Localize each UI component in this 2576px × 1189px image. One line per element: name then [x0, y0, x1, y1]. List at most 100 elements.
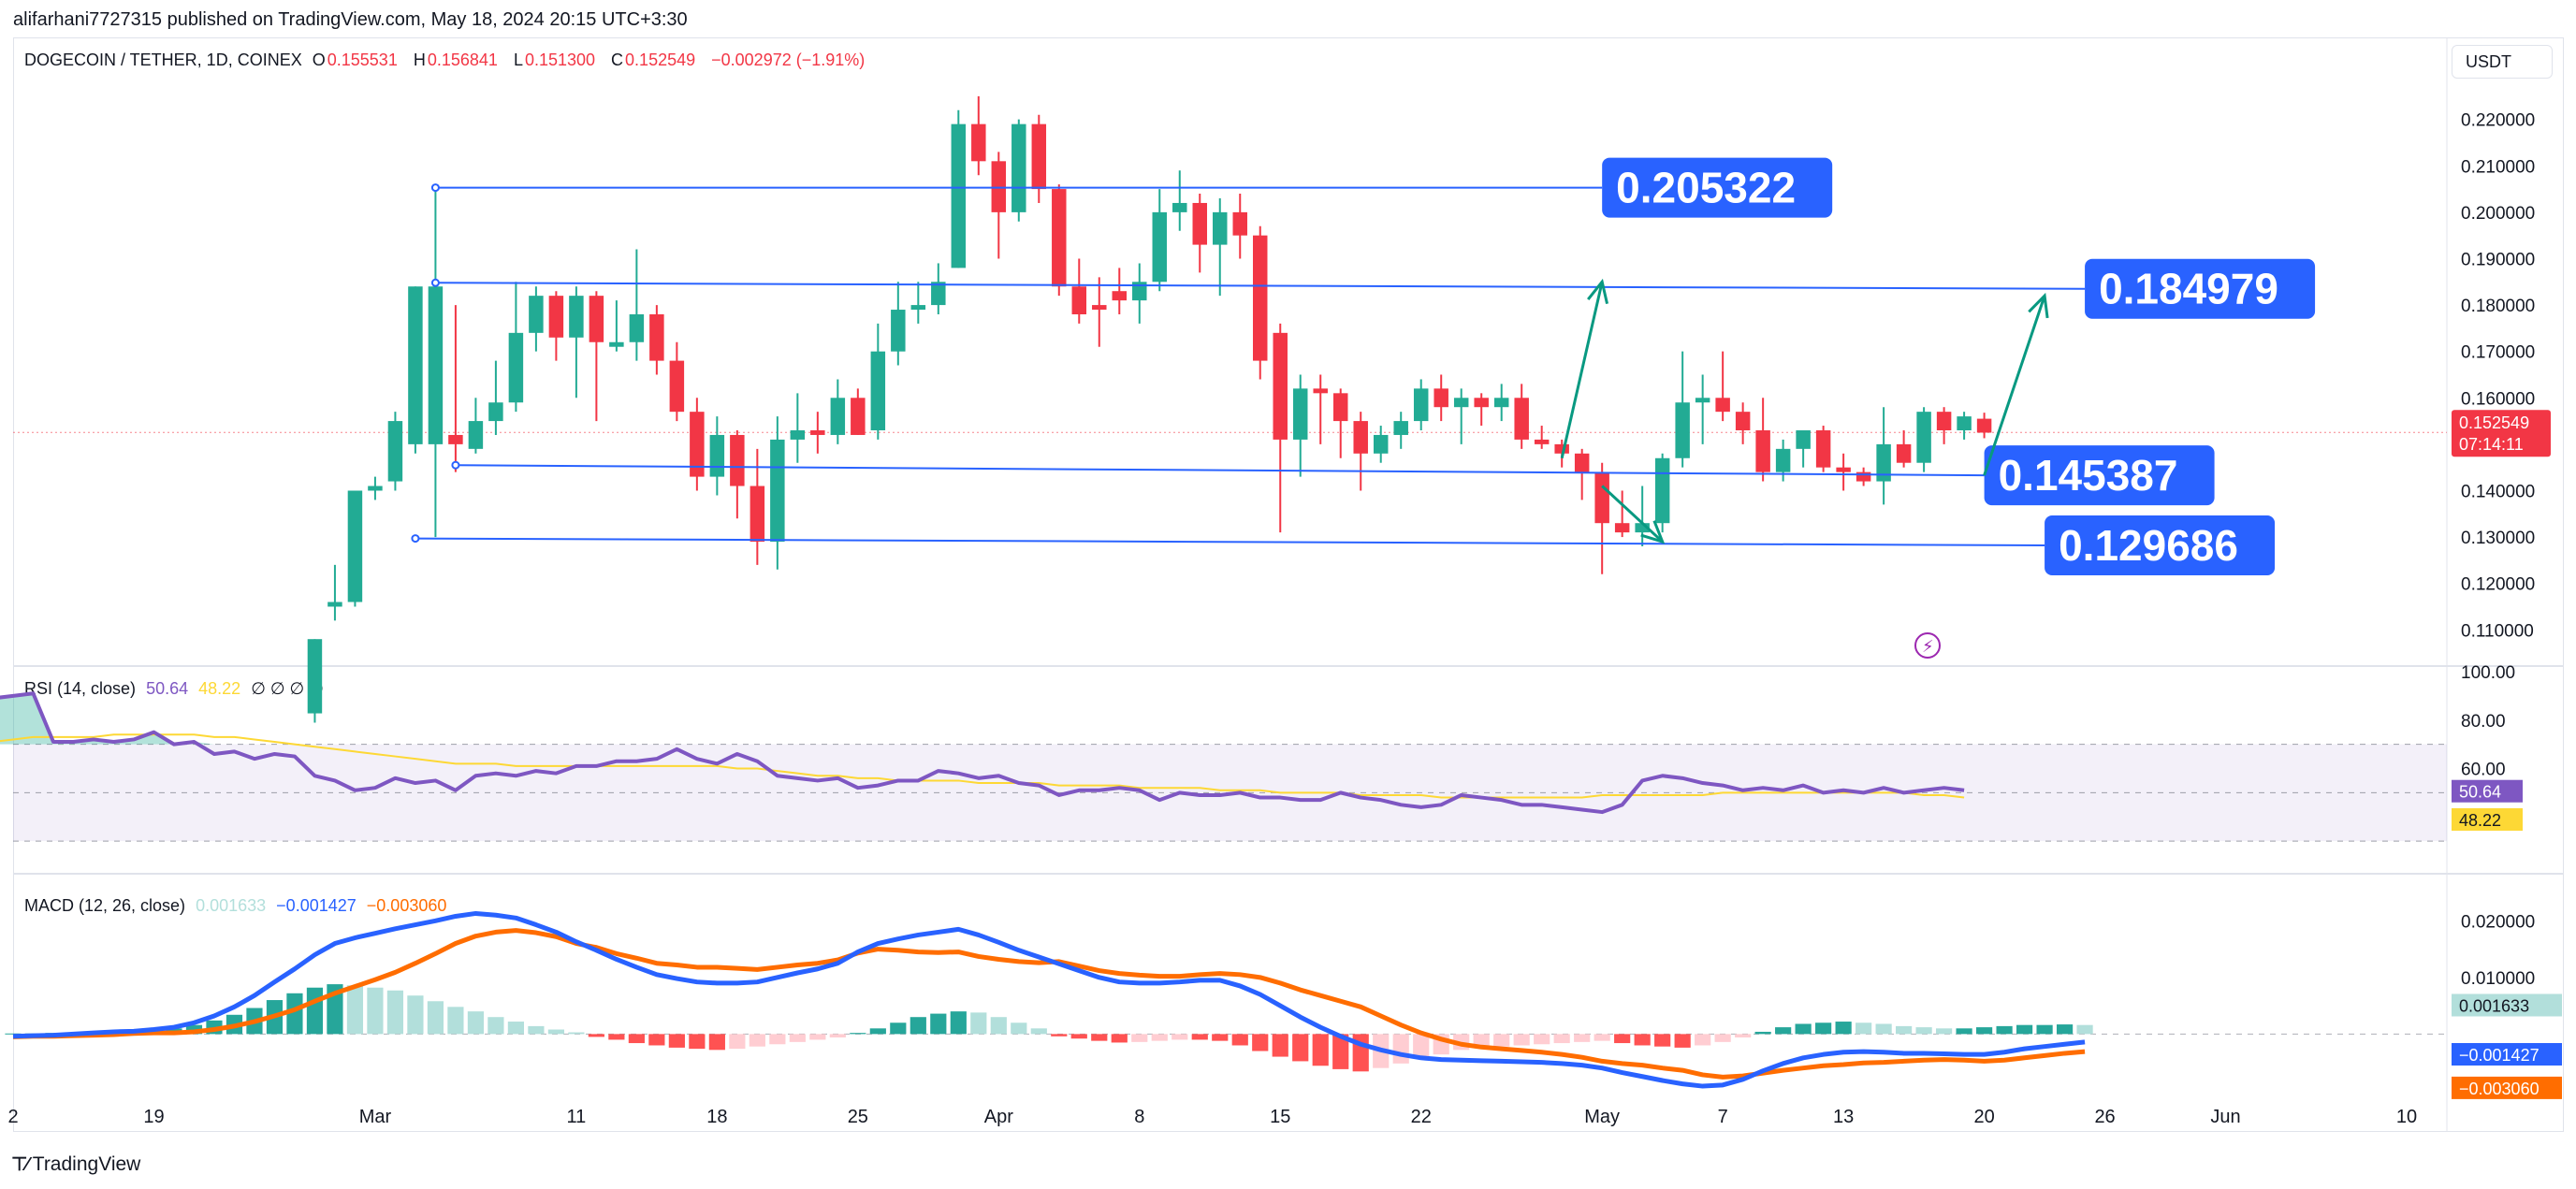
rsi-ma-tag-text: 48.22 [2459, 811, 2501, 830]
x-tick-label: 7 [1718, 1107, 1728, 1127]
macd-histogram-bar [1131, 1034, 1148, 1042]
macd-value-tag [2452, 1076, 2562, 1099]
candle-down [1755, 430, 1770, 472]
macd-histogram-bar [1574, 1034, 1591, 1042]
rsi-ma-tag [2452, 807, 2523, 831]
candle-up [1775, 448, 1791, 472]
macd-histogram-bar [346, 985, 364, 1035]
candle-down [810, 430, 825, 435]
candle-down [1896, 443, 1912, 463]
macd-histogram-bar [1030, 1028, 1047, 1035]
candle-down [971, 123, 986, 162]
candle-up [508, 332, 524, 403]
candle-down [1313, 388, 1328, 394]
rsi-tick-label: 80.00 [2461, 712, 2506, 732]
macd-value-tag [2452, 1043, 2562, 1066]
candle-down [1514, 398, 1529, 440]
macd-histogram-bar [1534, 1034, 1550, 1045]
price-tick-label: 0.180000 [2461, 297, 2535, 316]
candle-up [1957, 416, 1972, 430]
rsi-tick-label: 60.00 [2461, 761, 2506, 780]
macd-histogram-bar [1695, 1034, 1711, 1046]
x-tick-label: 25 [848, 1107, 868, 1127]
macd-histogram-bar [2016, 1024, 2033, 1035]
current-price-label: 0.152549 [2459, 413, 2529, 432]
macd-histogram-bar [1896, 1025, 1913, 1035]
candle-down [1253, 235, 1268, 361]
x-tick-label: 10 [2396, 1107, 2417, 1127]
candle-down [1273, 332, 1288, 440]
candle-up [1132, 282, 1147, 301]
macd-histogram-bar [1654, 1034, 1671, 1047]
macd-histogram-bar [1795, 1023, 1812, 1035]
macd-histogram-bar [1996, 1025, 2013, 1035]
projection-arrow-head [1587, 278, 1609, 305]
level-label: 0.205322 [1616, 164, 1796, 212]
macd-histogram-bar [1775, 1027, 1792, 1035]
x-tick-label: Mar [359, 1107, 392, 1127]
level-anchor [430, 183, 440, 193]
macd-signal-value: −0.003060 [366, 896, 447, 915]
macd-signal-line [12, 928, 2086, 1080]
close-label: C [611, 51, 624, 69]
macd-histogram-bar [850, 1033, 866, 1035]
publisher-attribution: alifarhani7727315 published on TradingVi… [13, 9, 688, 30]
macd-histogram-bar [1212, 1034, 1229, 1041]
macd-tick-label: 0.010000 [2461, 969, 2535, 989]
candle-down [1332, 393, 1348, 422]
candle-up [1213, 211, 1228, 245]
macd-histogram-bar [2056, 1024, 2074, 1035]
macd-histogram-bar [1292, 1034, 1309, 1062]
macd-histogram-bar [1634, 1034, 1651, 1046]
price-tick-label: 0.110000 [2461, 621, 2534, 641]
candle-down [1976, 418, 1992, 433]
macd-histogram-bar [2036, 1024, 2053, 1035]
candle-up [468, 421, 484, 449]
macd-histogram-bar [407, 995, 424, 1035]
candle-down [548, 296, 564, 338]
chart-frame [13, 37, 2564, 1132]
candle-up [931, 282, 946, 306]
tradingview-logo-text: TradingView [32, 1153, 141, 1175]
rsi-legend: RSI (14, close) 50.64 48.22 ∅ ∅ ∅ ∅ [24, 679, 329, 699]
macd-histogram-bar [1051, 1034, 1068, 1037]
x-tick-label: Jun [2210, 1107, 2240, 1127]
macd-histogram-bar [1875, 1023, 1892, 1035]
x-tick-label: 22 [1411, 1107, 1432, 1127]
x-tick-label: 11 [567, 1107, 587, 1127]
low-label: L [513, 51, 523, 69]
currency-button[interactable]: USDT [2452, 45, 2553, 79]
macd-value: −0.001427 [276, 896, 357, 915]
price-tick-label: 0.220000 [2461, 111, 2535, 131]
rsi-hidden-values: ∅ ∅ ∅ ∅ [251, 679, 324, 698]
open-label: O [312, 51, 326, 69]
macd-histogram-bar [1975, 1027, 1993, 1035]
rsi-value-tag [2452, 779, 2523, 803]
rsi-value: 50.64 [146, 679, 189, 698]
macd-histogram-bar [488, 1017, 504, 1035]
candle-up [709, 434, 725, 477]
candle-down [1353, 421, 1368, 454]
macd-histogram-bar [1735, 1034, 1752, 1037]
x-tick-label: 19 [143, 1107, 164, 1127]
candle-up [609, 341, 624, 347]
macd-histogram-bar [1714, 1034, 1731, 1042]
projection-arrow [1983, 295, 2046, 476]
macd-histogram-bar [729, 1034, 746, 1050]
x-tick-label: 8 [1134, 1107, 1144, 1127]
candle-up [830, 398, 846, 435]
macd-histogram-bar [749, 1034, 765, 1047]
tradingview-logo[interactable]: ⊤⁄ TradingView [11, 1153, 140, 1176]
lightning-icon-glyph: ⚡ [1922, 637, 1934, 657]
candle-up [368, 486, 383, 491]
macd-histogram-bar [1674, 1034, 1691, 1048]
candle-down [1856, 471, 1871, 482]
macd-histogram-bar [1011, 1022, 1027, 1035]
macd-histogram-bar [930, 1013, 947, 1035]
macd-histogram-bar [689, 1034, 706, 1050]
candle-up [891, 310, 906, 352]
macd-histogram-bar [1614, 1034, 1631, 1044]
level-anchor [430, 278, 440, 287]
macd-histogram-bar [910, 1017, 926, 1035]
